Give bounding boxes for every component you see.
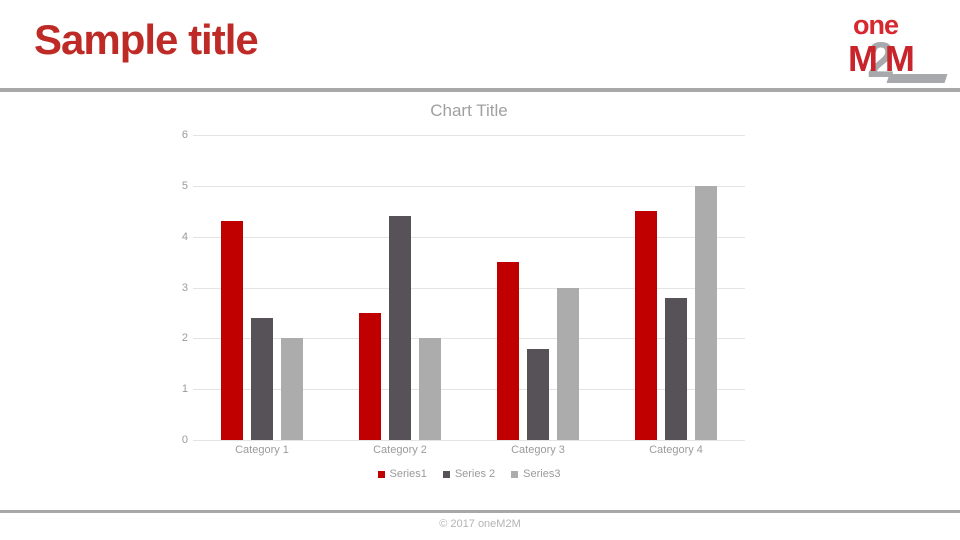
logo-digit-two: 2 [867,32,895,88]
x-category-label-4: Category 4 [649,444,703,456]
gridline-y-5 [193,185,745,187]
bar-series3-cat3 [557,287,579,440]
bar-series1-cat4 [635,211,657,440]
y-tick-label-2: 2 [181,332,188,345]
gridline-y-3 [193,287,745,289]
legend-label: Series3 [523,468,561,480]
legend-item-series2: Series 2 [442,468,496,480]
legend-item-series1: Series1 [377,468,427,480]
x-category-label-1: Category 1 [235,444,289,456]
bar-series2-cat3 [527,348,549,440]
bar-chart: Chart Title 0 1 2 3 4 5 6 Category 1 Category 2… [0,96,960,496]
legend-item-series3: Series3 [511,468,560,480]
bar-series3-cat1 [281,338,303,440]
legend-label: Series1 [389,468,427,480]
y-tick-label-3: 3 [181,281,188,294]
legend-swatch-icon [511,470,519,478]
logo-letter-m-left: M [848,38,878,79]
bar-series2-cat4 [665,297,687,440]
chart-legend: Series1 Series 2 Series3 [193,468,745,480]
bar-series2-cat2 [389,216,411,440]
legend-swatch-icon [377,470,385,478]
chart-plot-area [193,135,745,441]
bar-series3-cat4 [695,185,717,440]
bar-series1-cat2 [359,312,381,440]
footer-divider-line [0,510,960,513]
gridline-y-4 [193,236,745,238]
x-category-label-2: Category 2 [373,444,427,456]
gridline-y-1 [193,389,745,391]
x-category-label-3: Category 3 [511,444,565,456]
legend-label: Series 2 [454,468,496,480]
y-tick-label-6: 6 [181,129,188,141]
logo-letter-m-right: M [884,38,915,79]
y-tick-label-5: 5 [181,179,188,192]
y-axis-tick-labels: 0 1 2 3 4 5 6 [168,129,188,446]
logo-word-one: one [853,10,899,40]
legend-swatch-icon [442,470,450,478]
page-title: Sample title [34,16,259,63]
y-tick-label-4: 4 [181,230,188,243]
y-tick-label-0: 0 [181,434,188,446]
bar-series2-cat1 [251,318,273,440]
logo-m2m-row: M 2 M [848,35,948,85]
header-divider-line [0,88,960,92]
footer-copyright: © 2017 oneM2M [439,518,521,530]
y-tick-label-1: 1 [181,383,188,396]
bar-series3-cat2 [419,338,441,440]
gridline-y-0 [193,440,745,441]
onem2m-logo: one M 2 M [848,10,948,85]
chart-title: Chart Title [430,101,508,120]
x-axis-category-labels: Category 1 Category 2 Category 3 Category 4 [193,444,745,456]
gridline-y-6 [193,135,745,136]
bar-series1-cat1 [221,221,243,440]
gridline-y-2 [193,338,745,340]
bar-series1-cat3 [497,262,519,440]
